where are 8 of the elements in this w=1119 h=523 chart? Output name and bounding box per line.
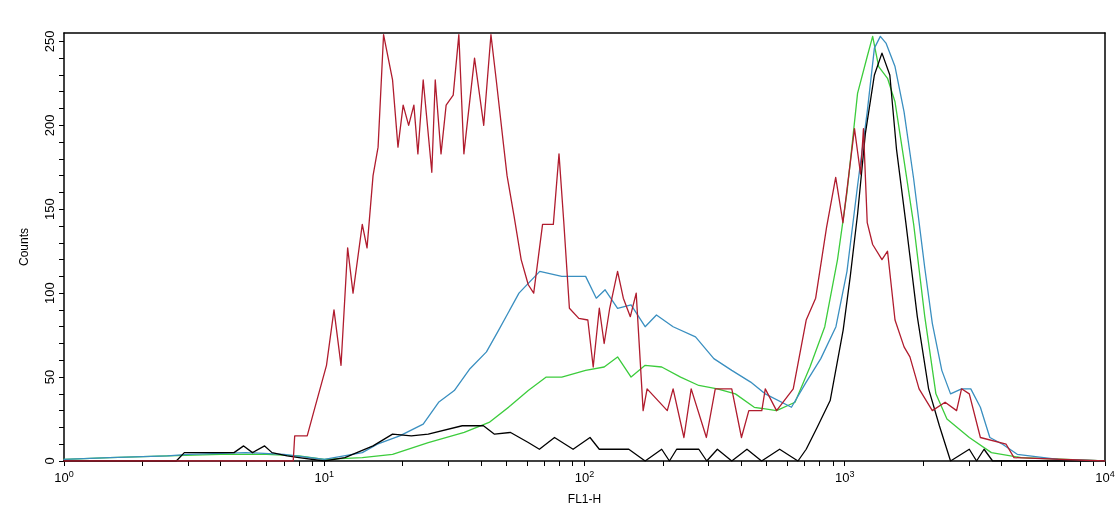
y-tick-label: 100	[42, 282, 57, 305]
x-axis-title: FL1-H	[567, 492, 602, 506]
y-axis-title: Counts	[17, 227, 31, 267]
y-tick-label: 150	[42, 198, 57, 221]
y-tick-label: 250	[42, 30, 57, 53]
y-tick-label: 0	[42, 457, 57, 465]
y-tick-label: 50	[42, 369, 57, 385]
y-tick-label: 200	[42, 114, 57, 137]
